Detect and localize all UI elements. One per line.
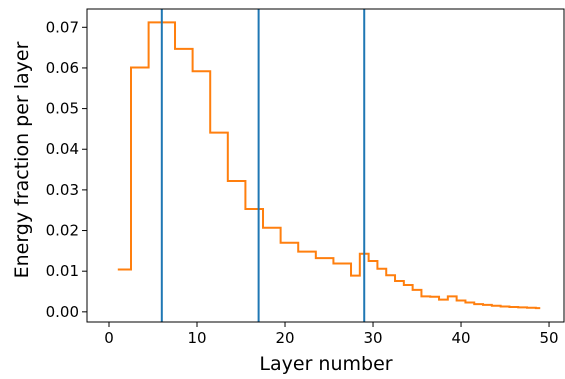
- axes-border: [86, 8, 565, 323]
- y-tick-label: 0.06: [46, 59, 79, 77]
- x-tick-label: 40: [451, 329, 470, 347]
- x-axis: 0 10 20 30 40 50: [104, 322, 559, 347]
- series-line-0: [117, 21, 541, 310]
- x-tick-label: 10: [187, 329, 206, 347]
- y-axis: 0.00 0.01 0.02 0.03 0.04 0.05 0.06 0.07: [46, 18, 87, 321]
- x-tick-label: 20: [275, 329, 294, 347]
- plot-area: [117, 9, 541, 322]
- axes-frame: [86, 8, 565, 323]
- y-tick-label: 0.00: [46, 303, 79, 321]
- y-tick-label: 0.04: [46, 140, 79, 158]
- x-tick-label: 30: [363, 329, 382, 347]
- y-tick-label: 0.05: [46, 100, 79, 118]
- x-tick-label: 0: [104, 329, 114, 347]
- y-tick-label: 0.02: [46, 222, 79, 240]
- x-axis-label: Layer number: [259, 353, 392, 375]
- x-tick-label: 50: [539, 329, 558, 347]
- y-axis-label: Energy fraction per layer: [11, 41, 33, 278]
- y-tick-label: 0.03: [46, 181, 79, 199]
- y-tick-label: 0.07: [46, 18, 79, 36]
- y-tick-label: 0.01: [46, 262, 79, 280]
